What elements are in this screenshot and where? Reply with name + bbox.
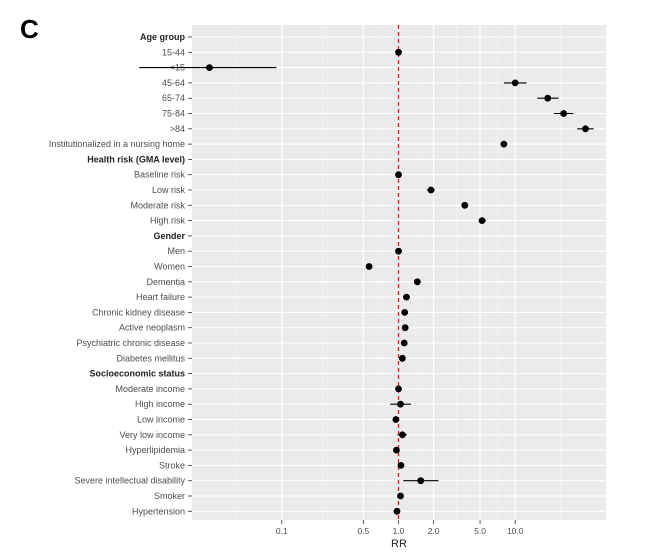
y-tick-label: 75-84 xyxy=(162,109,185,119)
y-tick-label: 65-74 xyxy=(162,93,185,103)
x-tick-label: 10.0 xyxy=(507,526,524,536)
y-group-header: Age group xyxy=(140,32,185,42)
data-point xyxy=(393,446,400,454)
y-tick-label: Active neoplasm xyxy=(119,323,185,333)
data-point xyxy=(206,64,213,71)
data-point xyxy=(401,309,409,316)
y-group-header: Socioeconomic status xyxy=(89,369,185,379)
y-tick-label: Smoker xyxy=(154,491,185,501)
x-tick-label: 5.0 xyxy=(474,526,486,536)
data-point xyxy=(395,247,402,255)
data-point xyxy=(461,201,469,209)
data-point xyxy=(413,278,421,286)
y-tick-label: Baseline risk xyxy=(134,170,186,180)
data-point xyxy=(403,293,410,301)
panel-letter: C xyxy=(20,14,39,44)
data-point xyxy=(392,416,400,423)
data-point xyxy=(397,400,404,408)
data-point xyxy=(365,263,373,270)
data-point xyxy=(582,125,589,133)
data-point xyxy=(427,186,435,194)
data-point xyxy=(560,110,568,117)
y-tick-label: Very low income xyxy=(119,430,185,440)
y-tick-label: >84 xyxy=(170,124,185,134)
y-tick-label: Women xyxy=(154,262,185,272)
y-tick-label: Institutionalized in a nursing home xyxy=(49,139,185,149)
data-point xyxy=(398,354,406,362)
data-point xyxy=(397,462,405,469)
y-tick-label: High income xyxy=(135,399,185,409)
y-tick-label: Low income xyxy=(137,415,185,425)
y-tick-label: Men xyxy=(167,246,185,256)
y-tick-label: Moderate income xyxy=(115,384,185,394)
data-point xyxy=(544,94,552,102)
data-point xyxy=(395,385,402,393)
y-tick-label: Hypertension xyxy=(132,506,185,516)
data-point xyxy=(511,79,519,87)
data-point xyxy=(500,140,508,148)
x-tick-label: 0.1 xyxy=(276,526,288,536)
y-tick-label: Heart failure xyxy=(136,292,185,302)
data-point xyxy=(393,507,401,515)
y-tick-label: Moderate risk xyxy=(130,200,185,210)
y-tick-label: Stroke xyxy=(159,460,185,470)
data-point xyxy=(401,324,409,332)
y-tick-label: 15-44 xyxy=(162,47,185,57)
y-tick-label: Dementia xyxy=(146,277,185,287)
y-tick-label: 45-64 xyxy=(162,78,185,88)
data-point xyxy=(417,477,425,485)
x-tick-label: 0.5 xyxy=(357,526,369,536)
data-point xyxy=(398,431,406,439)
y-tick-label: Low risk xyxy=(152,185,186,195)
y-group-header: Health risk (GMA level) xyxy=(87,154,185,164)
y-tick-label: High risk xyxy=(150,216,186,226)
x-axis-title: RR xyxy=(391,538,407,550)
y-tick-label: Psychiatric chronic disease xyxy=(76,338,185,348)
y-tick-label: Severe intellectual disability xyxy=(74,476,185,486)
data-point xyxy=(478,217,486,225)
y-tick-label: Diabetes mellitus xyxy=(116,353,185,363)
data-point xyxy=(397,492,404,500)
x-tick-label: 1.0 xyxy=(393,526,405,536)
y-group-header: Gender xyxy=(153,231,185,241)
data-point xyxy=(395,171,402,179)
x-tick-label: 2.0 xyxy=(428,526,440,536)
y-tick-label: Chronic kidney disease xyxy=(92,307,185,317)
data-point xyxy=(400,339,408,347)
data-point xyxy=(395,48,402,56)
y-tick-label: Hyperlipidemia xyxy=(125,445,185,455)
